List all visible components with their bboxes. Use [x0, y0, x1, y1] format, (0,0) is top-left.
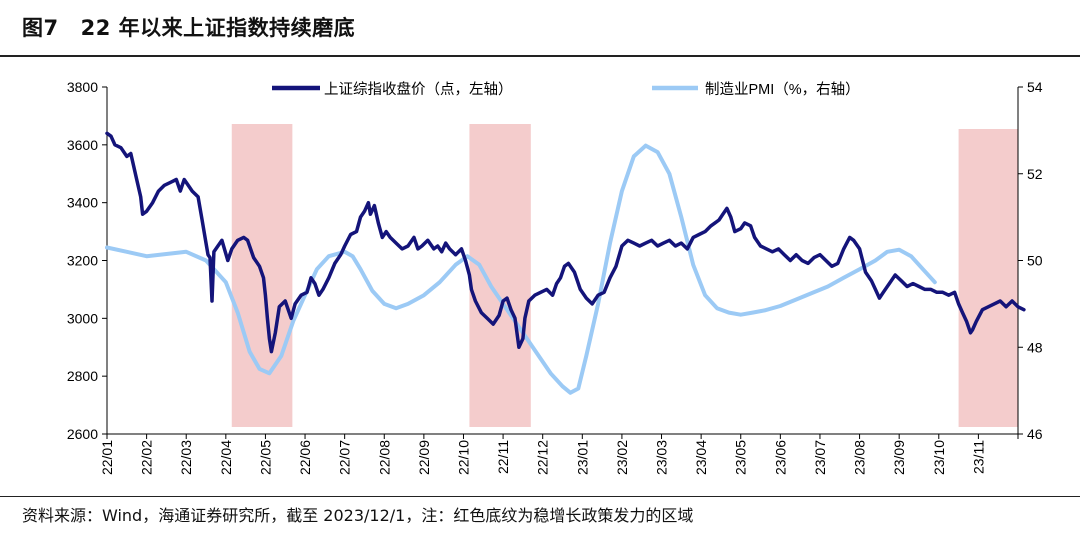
series-lines: [105, 131, 1026, 395]
y-right-tick-label: 52: [1027, 166, 1043, 182]
x-tick-label: 22/11: [495, 440, 511, 474]
x-tick-label: 23/02: [614, 440, 630, 475]
x-tick-label: 22/08: [376, 440, 392, 475]
y-left-tick-label: 3600: [67, 137, 98, 153]
x-tick-label: 23/07: [812, 440, 828, 475]
x-tick-label: 22/05: [257, 440, 273, 475]
legend: 上证综指收盘价（点，左轴） 制造业PMI（%，右轴）: [272, 80, 860, 98]
y-left-tick-label: 3200: [67, 253, 98, 269]
y-left-tick-label: 2600: [67, 426, 98, 442]
x-tick-label: 22/03: [178, 440, 194, 475]
x-tick-label: 23/10: [931, 440, 947, 475]
x-tick-label: 22/02: [139, 440, 155, 475]
y-left-tick-label: 3800: [67, 79, 98, 95]
x-tick-label: 23/11: [970, 440, 986, 474]
x-tick-label: 23/06: [772, 440, 788, 475]
x-tick-label: 23/09: [891, 440, 907, 475]
policy-shade-group: [231, 124, 1018, 427]
figure-number: 图7: [22, 16, 59, 40]
figure-header: 图7 22 年以来上证指数持续磨底: [0, 0, 1080, 57]
x-tick-label: 22/10: [455, 440, 471, 475]
x-tick-label: 23/04: [693, 440, 709, 475]
x-tick-label: 22/06: [297, 440, 313, 475]
legend-label-shanghai: 上证综指收盘价（点，左轴）: [324, 80, 513, 98]
y-right-tick-label: 50: [1027, 253, 1043, 269]
x-tick-label: 23/05: [733, 440, 749, 475]
policy-shade-region: [469, 124, 531, 427]
y-left-tick-label: 2800: [67, 368, 98, 384]
x-tick-label: 23/01: [574, 440, 590, 475]
title-rule: [0, 55, 1080, 57]
x-tick-label: 22/12: [535, 440, 551, 475]
legend-label-pmi: 制造业PMI（%，右轴）: [705, 81, 860, 98]
x-tick-label: 22/01: [99, 440, 115, 475]
y-right-tick-label: 54: [1027, 79, 1043, 95]
y-right-tick-label: 48: [1027, 339, 1043, 355]
source-note: 资料来源：Wind，海通证券研究所，截至 2023/12/1，注：红色底纹为稳增…: [22, 506, 694, 525]
policy-shade-region: [958, 129, 1018, 427]
x-tick-label: 22/04: [218, 440, 234, 475]
y-left-tick-label: 3000: [67, 310, 98, 326]
y-left-tick-label: 3400: [67, 195, 98, 211]
series-line-shanghai: [105, 131, 1026, 354]
figure-title: 图7 22 年以来上证指数持续磨底: [22, 12, 355, 42]
y-right-tick-label: 46: [1027, 426, 1043, 442]
x-tick-label: 23/08: [852, 440, 868, 475]
series-line-pmi: [105, 143, 937, 395]
figure-title-text: 22 年以来上证指数持续磨底: [80, 16, 356, 40]
footer-rule: [0, 496, 1080, 497]
chart: 2600 2800 3000 3200 3400 3600 3800 46 48 50 52 54 22…: [67, 79, 1043, 475]
x-tick-label: 22/07: [337, 440, 353, 475]
x-tick-label: 23/03: [654, 440, 670, 475]
x-tick-label: 22/09: [416, 440, 432, 475]
axes: 2600 2800 3000 3200 3400 3600 3800 46 48 50 52 54 22…: [67, 79, 1043, 475]
